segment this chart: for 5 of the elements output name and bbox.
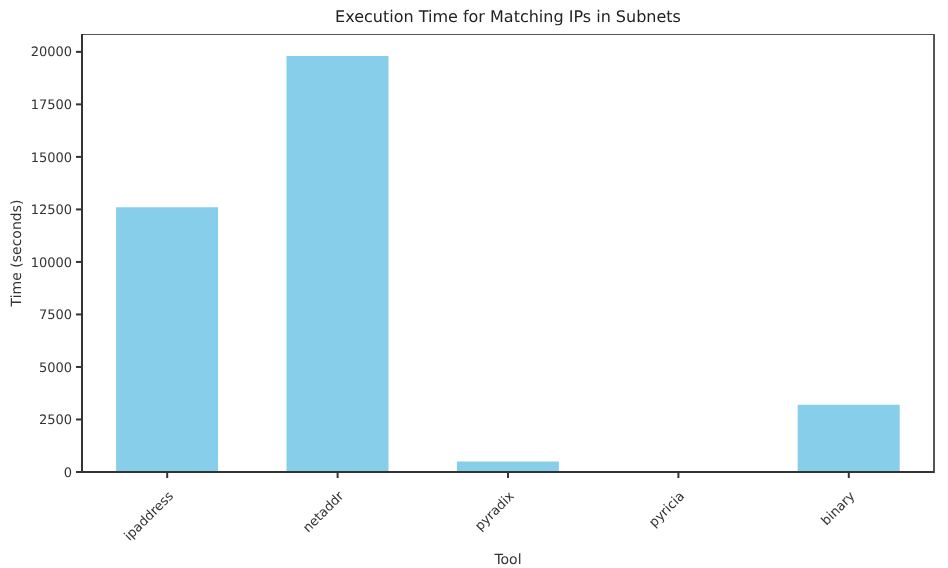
bar	[116, 207, 219, 472]
bar	[286, 56, 389, 472]
bar	[797, 404, 900, 472]
bar	[456, 461, 559, 472]
chart-title: Execution Time for Matching IPs in Subnets	[333, 8, 683, 26]
